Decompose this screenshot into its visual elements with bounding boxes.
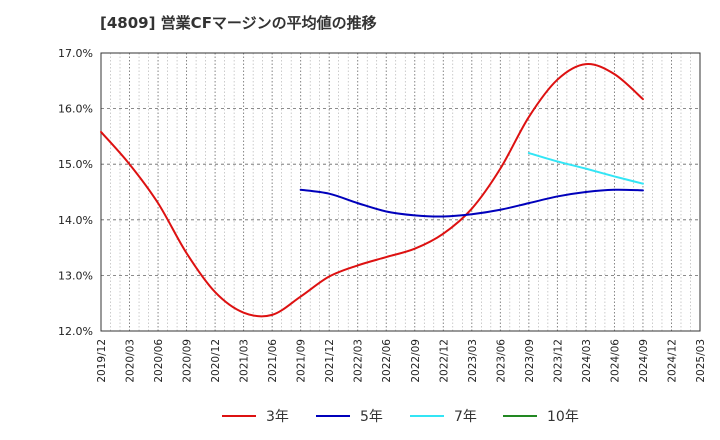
plot-border bbox=[100, 52, 701, 332]
x-tick-label: 2020/12 bbox=[210, 339, 222, 383]
legend-item: 10年 bbox=[503, 404, 579, 428]
x-tick-label: 2025/03 bbox=[695, 339, 707, 383]
x-tick-label: 2024/09 bbox=[638, 339, 650, 383]
y-tick-label: 14.0% bbox=[58, 214, 93, 227]
x-tick-label: 2020/06 bbox=[153, 339, 165, 383]
legend-swatch bbox=[503, 415, 537, 417]
x-tick-label: 2024/12 bbox=[666, 339, 678, 383]
x-tick-label: 2023/03 bbox=[467, 339, 479, 383]
x-tick-label: 2022/09 bbox=[410, 339, 422, 383]
legend-item: 5年 bbox=[316, 404, 383, 428]
y-tick-label: 17.0% bbox=[58, 47, 93, 60]
chart-title: [4809] 営業CFマージンの平均値の推移 bbox=[100, 14, 377, 32]
x-tick-label: 2021/12 bbox=[324, 339, 336, 383]
legend-swatch bbox=[316, 415, 350, 417]
series-line-5年 bbox=[299, 188, 644, 218]
legend-item: 3年 bbox=[222, 404, 289, 428]
legend-item: 7年 bbox=[410, 404, 477, 428]
plot-area bbox=[101, 53, 700, 331]
legend-swatch bbox=[222, 415, 256, 417]
legend-label: 3年 bbox=[266, 409, 289, 425]
y-tick-label: 16.0% bbox=[58, 103, 93, 116]
x-tick-label: 2020/03 bbox=[125, 339, 137, 383]
y-tick-label: 12.0% bbox=[58, 325, 93, 338]
x-tick-label: 2023/06 bbox=[495, 339, 507, 383]
x-tick-label: 2021/09 bbox=[296, 339, 308, 383]
legend-swatch bbox=[410, 415, 444, 417]
x-tick-label: 2022/12 bbox=[438, 339, 450, 383]
y-tick-label: 15.0% bbox=[58, 158, 93, 171]
x-tick-label: 2021/03 bbox=[239, 339, 251, 383]
x-tick-label: 2022/06 bbox=[381, 339, 393, 383]
chart-legend: 3年 5年 7年 10年 bbox=[0, 404, 720, 428]
legend-label: 7年 bbox=[454, 409, 477, 425]
legend-label: 5年 bbox=[360, 409, 383, 425]
series-line-3年 bbox=[100, 63, 644, 318]
x-tick-label: 2024/03 bbox=[581, 339, 593, 383]
y-tick-label: 13.0% bbox=[58, 269, 93, 282]
x-tick-label: 2020/09 bbox=[182, 339, 194, 383]
x-tick-label: 2019/12 bbox=[96, 339, 108, 383]
legend-label: 10年 bbox=[547, 409, 579, 425]
x-tick-label: 2023/09 bbox=[524, 339, 536, 383]
x-tick-label: 2022/03 bbox=[353, 339, 365, 383]
series-line-7年 bbox=[527, 152, 644, 185]
x-tick-label: 2023/12 bbox=[552, 339, 564, 383]
x-tick-label: 2021/06 bbox=[267, 339, 279, 383]
x-tick-label: 2024/06 bbox=[609, 339, 621, 383]
